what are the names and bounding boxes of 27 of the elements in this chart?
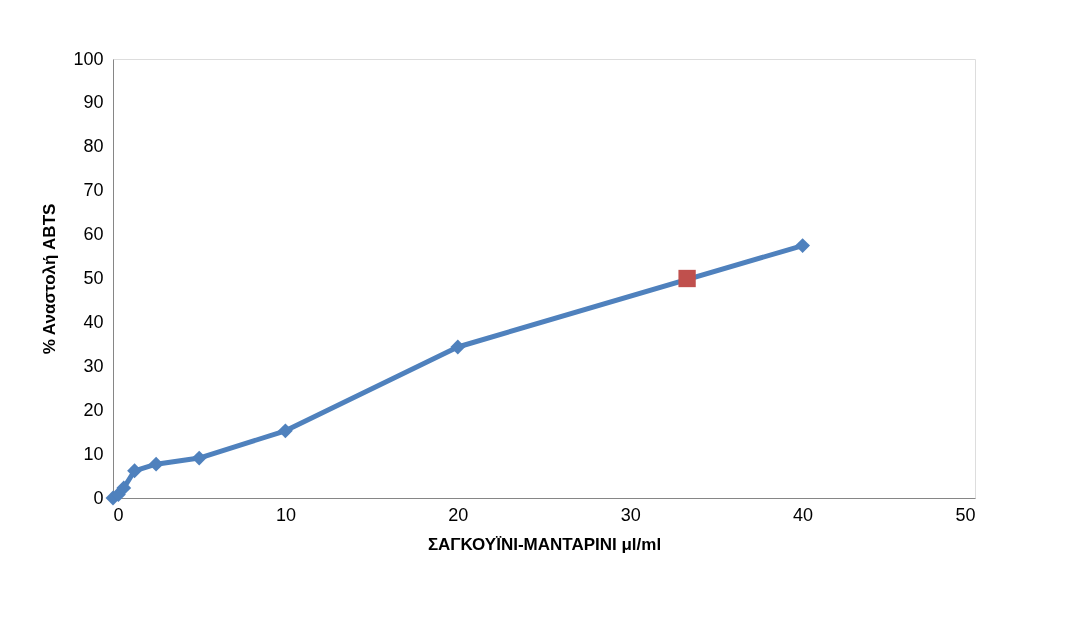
point xyxy=(191,450,207,466)
y-tick-label: 60 xyxy=(83,224,104,245)
point xyxy=(795,238,811,253)
y-tick-label: 50 xyxy=(83,268,104,288)
x-axis-title: ΣΑΓΚΟΥΪΝΙ-ΜΑΝΤΑΡΙΝΙ μl/ml xyxy=(427,534,662,554)
y-axis-title: % Αναστολή ABTS xyxy=(40,203,60,355)
y-tick-label: 80 xyxy=(83,136,104,157)
y-tick-label: 40 xyxy=(83,311,104,332)
y-tick-label: 0 xyxy=(93,487,104,508)
y-tick-label: 90 xyxy=(83,92,104,113)
point xyxy=(127,463,142,479)
y-tick-label: 20 xyxy=(83,399,104,420)
x-tick-label: 30 xyxy=(620,504,641,525)
x-tick-label: 40 xyxy=(793,504,814,525)
point xyxy=(678,269,696,288)
x-tick-label: 20 xyxy=(448,504,469,525)
point xyxy=(277,423,293,439)
point xyxy=(116,480,132,496)
point xyxy=(450,339,466,355)
x-tick-label: 50 xyxy=(955,504,976,525)
y-tick-label: 70 xyxy=(83,180,104,201)
x-tick-label: 10 xyxy=(275,504,296,525)
y-tick-label: 30 xyxy=(83,355,104,376)
point xyxy=(148,456,164,472)
y-tick-label: 100 xyxy=(73,48,104,69)
x-tick-label: 0 xyxy=(113,504,124,525)
y-tick-label: 10 xyxy=(83,443,104,464)
